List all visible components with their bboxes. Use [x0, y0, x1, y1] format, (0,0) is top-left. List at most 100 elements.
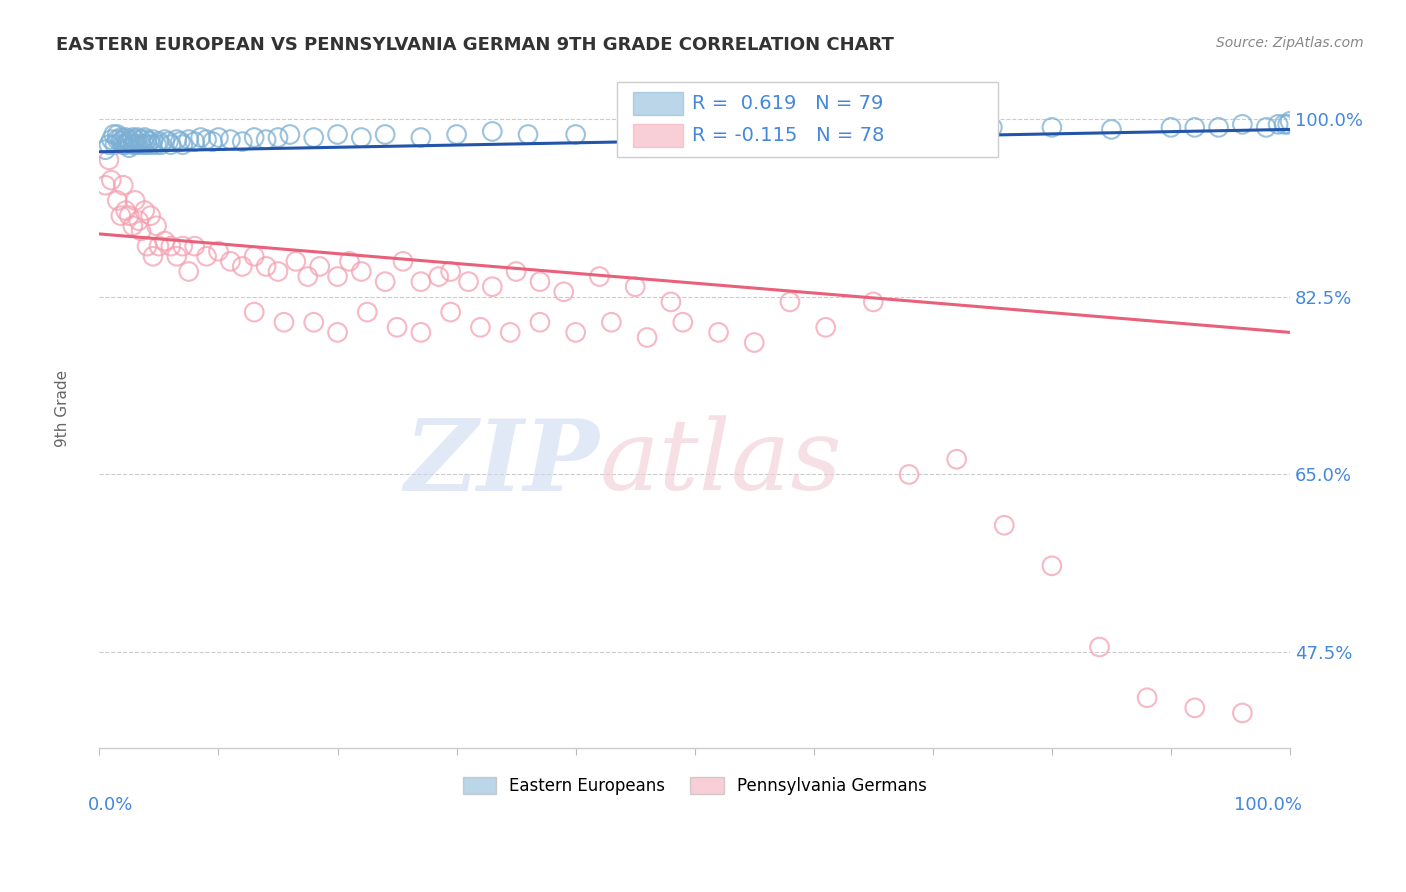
Point — [148, 239, 170, 253]
Point — [326, 269, 349, 284]
Point — [440, 264, 463, 278]
Point — [1256, 120, 1278, 135]
Point — [172, 137, 194, 152]
Point — [553, 285, 575, 299]
Point — [440, 305, 463, 319]
Point — [350, 264, 373, 278]
Point — [374, 275, 396, 289]
Point — [254, 132, 277, 146]
Point — [267, 130, 290, 145]
Point — [166, 132, 188, 146]
Point — [94, 178, 117, 193]
Point — [302, 130, 325, 145]
Point — [114, 137, 136, 152]
Point — [707, 326, 730, 340]
Point — [624, 279, 647, 293]
Point — [481, 124, 503, 138]
Point — [1232, 117, 1254, 131]
Point — [124, 137, 146, 152]
Point — [127, 137, 149, 152]
Text: 0.0%: 0.0% — [87, 796, 134, 814]
Point — [427, 269, 450, 284]
Point — [838, 120, 860, 135]
Point — [273, 315, 295, 329]
Point — [124, 132, 146, 146]
Point — [1267, 117, 1289, 131]
Point — [134, 130, 156, 145]
Point — [1088, 640, 1111, 654]
Point — [100, 173, 122, 187]
Point — [302, 315, 325, 329]
Point — [636, 330, 658, 344]
Text: ZIP: ZIP — [405, 415, 599, 511]
Text: EASTERN EUROPEAN VS PENNSYLVANIA GERMAN 9TH GRADE CORRELATION CHART: EASTERN EUROPEAN VS PENNSYLVANIA GERMAN … — [56, 36, 894, 54]
Point — [254, 260, 277, 274]
Point — [114, 203, 136, 218]
Point — [190, 130, 212, 145]
Point — [118, 209, 141, 223]
Point — [564, 128, 586, 142]
Point — [742, 335, 765, 350]
Point — [297, 269, 319, 284]
Point — [683, 122, 706, 136]
Point — [457, 275, 479, 289]
Point — [166, 249, 188, 263]
Point — [112, 178, 135, 193]
Point — [136, 132, 159, 146]
Point — [231, 135, 253, 149]
Legend: Eastern Europeans, Pennsylvania Germans: Eastern Europeans, Pennsylvania Germans — [456, 770, 934, 801]
Point — [499, 326, 522, 340]
Point — [105, 194, 128, 208]
Point — [385, 320, 408, 334]
Point — [121, 219, 143, 233]
Point — [517, 128, 540, 142]
Point — [446, 128, 468, 142]
Point — [169, 135, 191, 149]
Point — [117, 135, 139, 149]
Point — [141, 137, 163, 152]
Point — [134, 137, 156, 152]
Point — [392, 254, 415, 268]
Point — [129, 132, 152, 146]
Point — [267, 264, 290, 278]
Point — [1279, 114, 1302, 128]
Point — [127, 130, 149, 145]
Point — [779, 294, 801, 309]
Point — [481, 279, 503, 293]
Point — [374, 128, 396, 142]
Point — [624, 124, 647, 138]
Point — [529, 315, 551, 329]
Point — [308, 260, 330, 274]
Point — [1040, 558, 1063, 573]
Point — [470, 320, 492, 334]
FancyBboxPatch shape — [633, 92, 683, 115]
Point — [672, 315, 695, 329]
Point — [118, 132, 141, 146]
Point — [138, 135, 160, 149]
Point — [350, 130, 373, 145]
Point — [1184, 701, 1206, 715]
Point — [124, 194, 146, 208]
Point — [114, 130, 136, 145]
Point — [755, 122, 778, 136]
Point — [1160, 120, 1182, 135]
Point — [814, 320, 837, 334]
Point — [177, 132, 200, 146]
Point — [177, 264, 200, 278]
Point — [112, 132, 135, 146]
Point — [104, 137, 127, 152]
Point — [243, 305, 266, 319]
Point — [148, 135, 170, 149]
Point — [105, 132, 128, 146]
Point — [97, 153, 120, 167]
Point — [129, 224, 152, 238]
Point — [145, 219, 167, 233]
Point — [207, 130, 229, 145]
Point — [898, 467, 921, 482]
Point — [153, 234, 176, 248]
Point — [659, 294, 682, 309]
FancyBboxPatch shape — [617, 82, 998, 157]
Point — [160, 137, 183, 152]
Point — [183, 239, 205, 253]
Point — [142, 249, 165, 263]
